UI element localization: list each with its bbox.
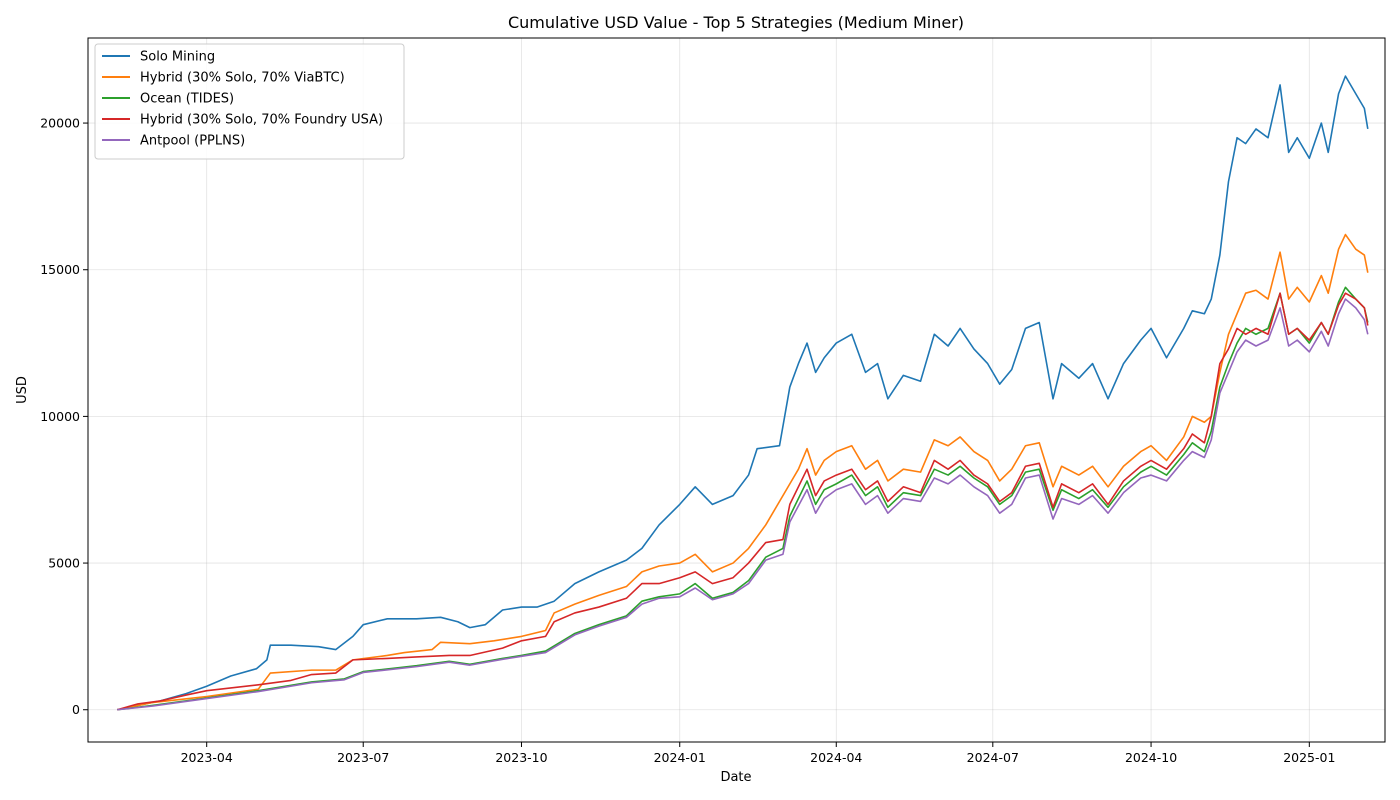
series-line-3 xyxy=(117,286,1369,711)
legend-label: Solo Mining xyxy=(140,50,215,65)
series-line-1 xyxy=(117,75,1369,711)
chart-title: Cumulative USD Value - Top 5 Strategies … xyxy=(508,13,964,32)
y-tick-label: 5000 xyxy=(48,556,80,571)
x-tick-label: 2025-01 xyxy=(1283,750,1335,765)
plot-frame xyxy=(87,37,1386,743)
legend-box xyxy=(94,43,405,160)
legend-label: Antpool (PPLNS) xyxy=(140,134,245,149)
series-line-5 xyxy=(117,298,1369,711)
x-tick-label: 2023-04 xyxy=(181,750,233,765)
legend-label: Hybrid (30% Solo, 70% Foundry USA) xyxy=(140,113,383,128)
series-lines xyxy=(117,75,1369,711)
y-tick-label: 0 xyxy=(72,702,80,717)
x-tick-label: 2024-10 xyxy=(1125,750,1177,765)
x-tick-label: 2024-04 xyxy=(810,750,862,765)
x-tick-label: 2024-01 xyxy=(654,750,706,765)
series-line-2 xyxy=(117,233,1369,711)
axis-ticks: 2023-04 2023-07 2023-10 2024-01 2024-04 2024-… xyxy=(40,116,1335,765)
series-line-4 xyxy=(117,292,1369,711)
y-tick-label: 15000 xyxy=(40,262,80,277)
y-tick-label: 20000 xyxy=(40,116,80,131)
y-axis-label: USD xyxy=(15,376,30,404)
y-tick-label: 10000 xyxy=(40,409,80,424)
x-axis-label: Date xyxy=(720,770,751,785)
x-tick-label: 2023-10 xyxy=(495,750,547,765)
x-tick-label: 2024-07 xyxy=(967,750,1019,765)
x-tick-label: 2023-07 xyxy=(337,750,389,765)
legend-label: Hybrid (30% Solo, 70% ViaBTC) xyxy=(140,71,345,86)
legend: Solo Mining Hybrid (30% Solo, 70% ViaBTC)… xyxy=(94,43,405,160)
legend-label: Ocean (TIDES) xyxy=(140,92,234,107)
grid-lines xyxy=(88,38,1385,742)
